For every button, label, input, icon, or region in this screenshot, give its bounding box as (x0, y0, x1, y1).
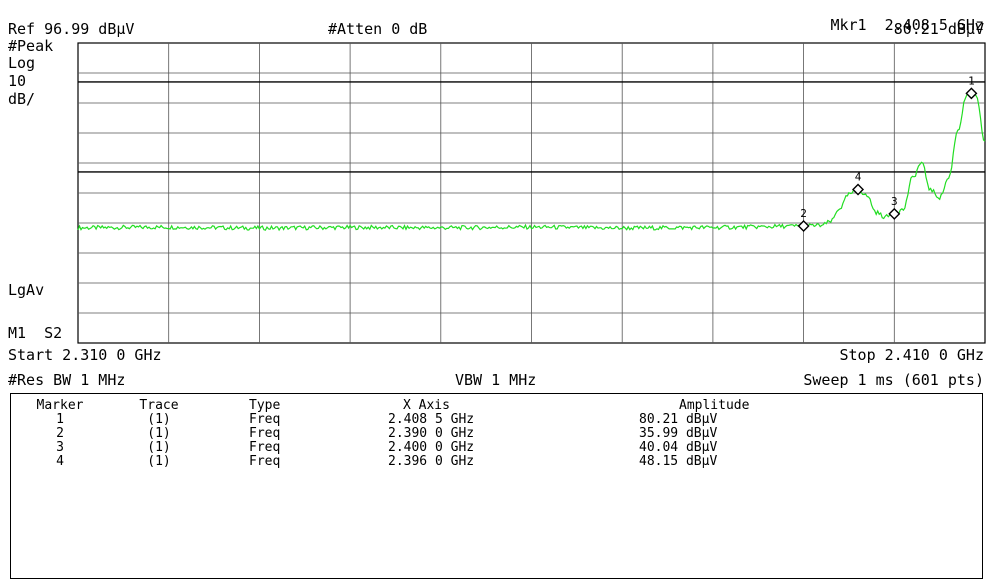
start-frequency: Start 2.310 0 GHz (8, 346, 162, 364)
marker-table: Marker Trace Type X Axis Amplitude 1 (1)… (10, 393, 983, 579)
table-row-4-trace: (1) (147, 454, 171, 469)
stop-frequency: Stop 2.410 0 GHz (839, 346, 985, 364)
marker-readout-line: Mkr1 2.408 5 GHz (744, 1, 984, 33)
marker-4-diamond (852, 183, 865, 196)
scale-value-label: 10 (8, 72, 27, 90)
attenuation: #Atten 0 dB (328, 20, 428, 38)
spectrum-trace (77, 91, 986, 232)
marker-readout-label: Mkr1 (830, 16, 867, 34)
marker-readout-freq: 2.408 5 GHz (884, 16, 984, 34)
marker-state-label: M1 S2 (8, 324, 63, 342)
table-row-4-type: Freq (249, 454, 281, 469)
table-row-4-x: 2.396 0 GHz (388, 454, 475, 469)
marker-3-diamond (888, 207, 901, 220)
table-row-1-trace: (1) (147, 412, 171, 427)
table-row-2-x: 2.390 0 GHz (388, 426, 475, 441)
table-row-1-amplitude: 80.21 dBµV (639, 412, 718, 427)
table-row-2-type: Freq (249, 426, 281, 441)
table-row-3-x: 2.400 0 GHz (388, 440, 475, 455)
table-row-3-trace: (1) (147, 440, 171, 455)
marker-group: 1 2 3 4 (797, 74, 978, 232)
reference-level: Ref 96.99 dBµV (8, 20, 135, 38)
header-marker: Marker (36, 398, 84, 413)
limit-lines (78, 81, 985, 173)
resolution-bandwidth: #Res BW 1 MHz (8, 371, 126, 389)
detector-label: #Peak (8, 37, 54, 55)
average-type-label: LgAv (8, 281, 45, 299)
plot-grid (77, 42, 986, 344)
table-row-4-amplitude: 48.15 dBµV (639, 454, 718, 469)
marker-2-label: 2 (800, 207, 807, 220)
table-row-4-marker: 4 (56, 454, 64, 469)
table-row-2-trace: (1) (147, 426, 171, 441)
header-type: Type (249, 398, 281, 413)
sweep-time: Sweep 1 ms (601 pts) (803, 371, 984, 389)
table-row-1-marker: 1 (56, 412, 64, 427)
table-row-3-amplitude: 40.04 dBµV (639, 440, 718, 455)
marker-2-diamond (797, 220, 810, 232)
table-row-2-amplitude: 35.99 dBµV (639, 426, 718, 441)
marker-1-label: 1 (968, 74, 975, 87)
marker-1-diamond (965, 87, 978, 100)
marker-readout-amplitude: 80.21 dBµV (893, 20, 984, 38)
table-row-2-marker: 2 (56, 426, 64, 441)
table-row-1-type: Freq (249, 412, 281, 427)
table-row-3-type: Freq (249, 440, 281, 455)
marker-3-label: 3 (891, 195, 898, 208)
table-row-1-x: 2.408 5 GHz (388, 412, 475, 427)
video-bandwidth: VBW 1 MHz (455, 371, 537, 389)
scale-type-label: Log (8, 54, 36, 72)
scale-unit-label: dB/ (8, 90, 36, 108)
header-amplitude: Amplitude (679, 398, 750, 413)
table-row-3-marker: 3 (56, 440, 64, 455)
header-x-axis: X Axis (403, 398, 450, 413)
header-trace: Trace (139, 398, 179, 413)
marker-4-label: 4 (855, 171, 862, 184)
